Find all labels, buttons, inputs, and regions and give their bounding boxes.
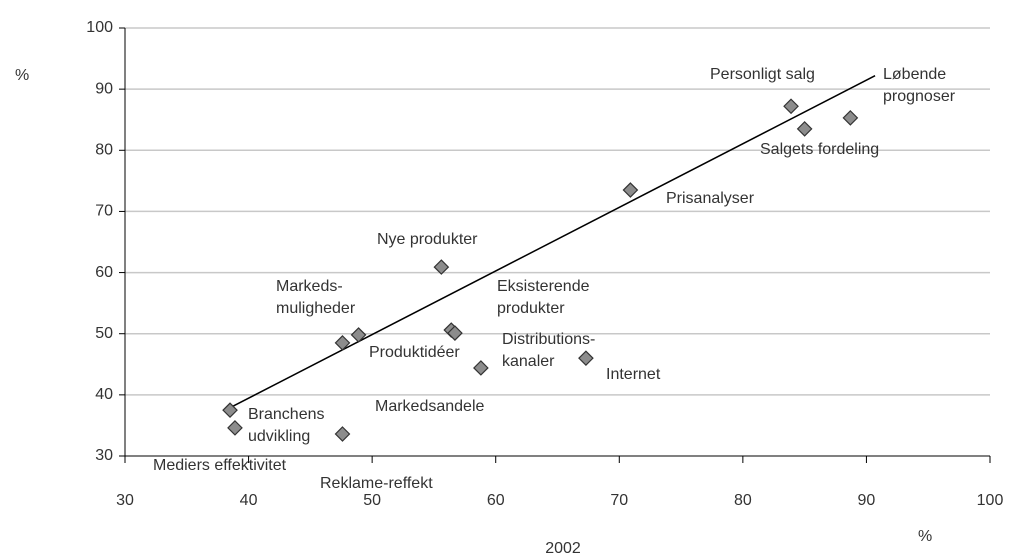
y-tick-label: 30 <box>95 447 113 464</box>
point-label: Prisanalyser <box>666 190 755 207</box>
x-tick-label: 30 <box>116 492 134 509</box>
trendline <box>230 75 876 408</box>
point-label: prognoser <box>883 88 956 105</box>
point <box>350 327 367 343</box>
point-label: produkter <box>497 300 565 317</box>
y-tick-label: 100 <box>86 19 113 36</box>
point-label: Personligt salg <box>710 66 815 83</box>
point-label: Internet <box>606 366 661 383</box>
y-tick-label: 50 <box>95 325 113 342</box>
point-label: Nye produkter <box>377 231 478 248</box>
point <box>227 420 243 436</box>
x-tick-label: 80 <box>734 492 752 509</box>
point-label: Salgets fordeling <box>760 141 879 158</box>
point-label: udvikling <box>248 428 310 445</box>
y-tick-label: 80 <box>95 142 113 159</box>
point-label: Markeds- <box>276 278 343 295</box>
y-unit: % <box>15 67 29 84</box>
point-label: Reklame-reffekt <box>320 475 433 492</box>
point <box>622 182 639 198</box>
point-label: kanaler <box>502 353 555 370</box>
point-label: Markedsandele <box>375 398 485 415</box>
x-axis-title: 2002 <box>545 540 581 557</box>
x-tick-label: 100 <box>977 492 1004 509</box>
point-label: Produktidéer <box>369 344 460 361</box>
x-tick-label: 50 <box>363 492 381 509</box>
point <box>783 98 799 115</box>
point-label: Mediers effektivitet <box>153 457 287 474</box>
point <box>222 402 238 418</box>
x-tick-label: 90 <box>858 492 876 509</box>
point-label: muligheder <box>276 300 356 317</box>
y-tick-label: 40 <box>95 386 113 403</box>
point-label: Distributions- <box>502 331 595 348</box>
point <box>473 360 489 376</box>
y-tick-label: 90 <box>95 80 113 97</box>
point <box>796 121 813 137</box>
x-unit: % <box>918 528 932 545</box>
point <box>334 335 351 351</box>
point-label: Løbende <box>883 66 946 83</box>
point <box>433 259 450 275</box>
point <box>578 350 594 367</box>
x-tick-label: 40 <box>240 492 258 509</box>
point <box>447 325 463 341</box>
point-label: Eksisterende <box>497 278 590 295</box>
y-tick-label: 70 <box>95 203 113 220</box>
y-tick-label: 60 <box>95 264 113 281</box>
point <box>334 426 351 442</box>
x-tick-label: 60 <box>487 492 505 509</box>
point <box>842 110 859 126</box>
point-label: Branchens <box>248 406 325 423</box>
x-tick-label: 70 <box>610 492 628 509</box>
